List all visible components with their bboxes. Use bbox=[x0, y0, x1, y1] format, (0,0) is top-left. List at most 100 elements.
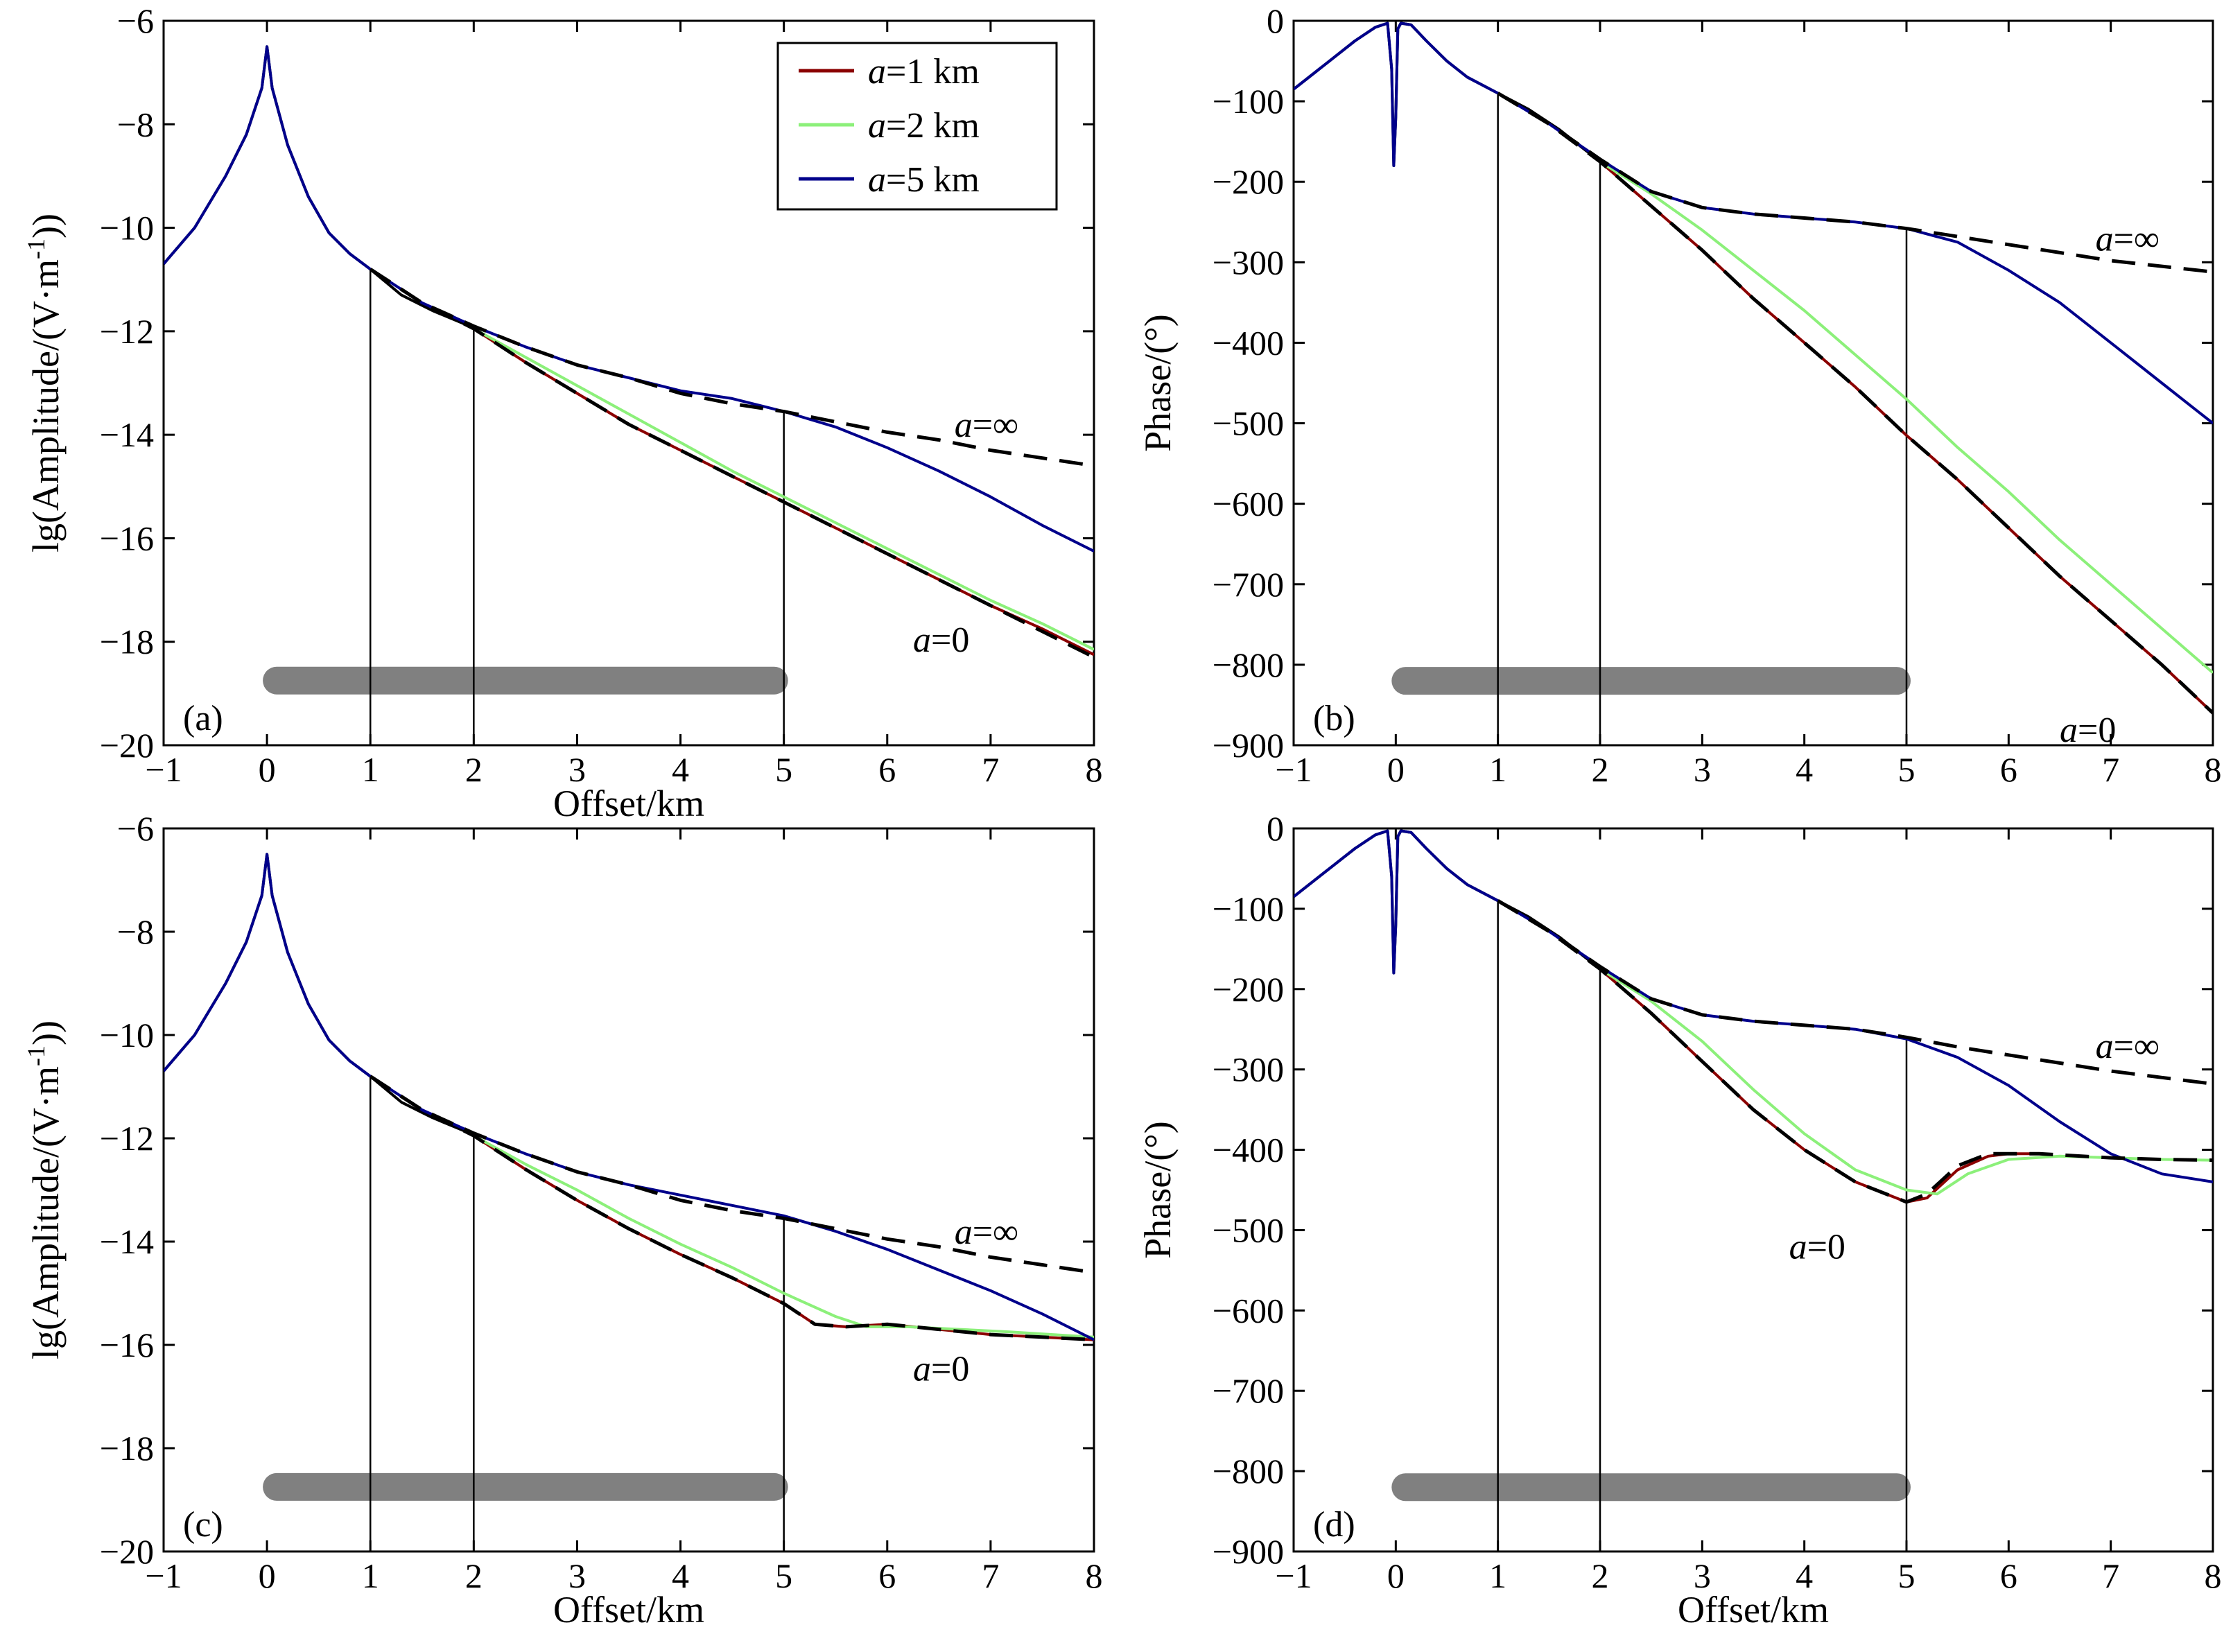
curve-annotation-rest: =∞ bbox=[973, 406, 1018, 445]
panel-label: (b) bbox=[1313, 699, 1355, 738]
x-tick-label: 4 bbox=[1796, 1556, 1813, 1595]
x-tick-label: −1 bbox=[1275, 1556, 1312, 1595]
x-tick-label: 5 bbox=[1898, 1556, 1915, 1595]
panel-c: −1 0 1 2 3 4 5 6 7 8−20−18−16−14−12−10−8−6Offset/… bbox=[22, 809, 1103, 1631]
curves bbox=[164, 853, 1094, 1342]
curve-annotation: a=0 bbox=[2060, 711, 2116, 750]
x-tick-label: 0 bbox=[1387, 750, 1405, 789]
plot-frame bbox=[1292, 827, 2214, 1553]
curves bbox=[164, 45, 1094, 659]
x-tick-label: 0 bbox=[1387, 1556, 1405, 1595]
curve-annotation: a=∞ bbox=[2096, 1027, 2160, 1066]
x-tick-label: 8 bbox=[1086, 1556, 1103, 1595]
x-tick-label: 8 bbox=[2205, 1556, 2222, 1595]
curve-annotation-var: a bbox=[2060, 711, 2078, 750]
series-line-a-5-km bbox=[1294, 829, 2213, 1183]
x-tick-label: 7 bbox=[982, 1556, 999, 1595]
x-tick-label: 4 bbox=[672, 750, 689, 789]
x-tick-label: 5 bbox=[1898, 750, 1915, 789]
legend-entry-var: a bbox=[868, 106, 886, 146]
series-line-common bbox=[1294, 21, 1601, 167]
y-tick-label: −8 bbox=[117, 912, 154, 951]
x-tick-label: 6 bbox=[2000, 750, 2017, 789]
x-tick-label: 3 bbox=[1694, 1556, 1711, 1595]
curve-annotation: a=∞ bbox=[2096, 220, 2160, 259]
y-tick-label: 0 bbox=[1267, 1, 1284, 40]
x-axis-label: Offset/km bbox=[1678, 1589, 1829, 1631]
y-tick-label: −16 bbox=[100, 1325, 154, 1364]
x-axis-label: Offset/km bbox=[553, 1589, 704, 1631]
x-tick-label: 7 bbox=[982, 750, 999, 789]
panel-b: −1 0 1 2 3 4 5 6 7 8 −900 −800 −700 −600 −500 −400 −300 −… bbox=[1137, 1, 2222, 789]
series-line-a-2-km bbox=[473, 327, 1094, 651]
series-line-a-2-km bbox=[1599, 160, 2213, 675]
panel-label: (a) bbox=[183, 699, 223, 738]
panel-label: (d) bbox=[1313, 1505, 1355, 1545]
x-tick-label: 7 bbox=[2102, 1556, 2119, 1595]
legend-entry: a=2 km bbox=[868, 106, 980, 146]
x-tick-label: −1 bbox=[145, 750, 182, 789]
x-tick-label: 8 bbox=[1086, 750, 1103, 789]
curves bbox=[1294, 21, 2213, 715]
y-axis-label-main: Phase/(°) bbox=[1137, 1121, 1179, 1259]
curves bbox=[1294, 829, 2213, 1204]
curve-annotation: a=0 bbox=[1789, 1228, 1845, 1267]
curve-annotation-var: a bbox=[955, 406, 973, 445]
x-tick-label: 8 bbox=[2205, 750, 2222, 789]
y-axis-label: Phase/(°) bbox=[1137, 1121, 1179, 1259]
x-axis-label: Offset/km bbox=[553, 783, 704, 824]
y-axis-label: Phase/(°) bbox=[1137, 314, 1179, 452]
legend-entry-rest: =2 km bbox=[886, 106, 980, 146]
x-tick-label: 1 bbox=[362, 1556, 379, 1595]
series-line-a- bbox=[1497, 92, 2213, 274]
legend-entry-var: a bbox=[868, 160, 886, 200]
y-axis-label-sup: -1 bbox=[22, 238, 50, 259]
y-tick-label: −900 bbox=[1213, 1532, 1284, 1571]
y-axis-label: lg(Amplitude/(V·m-1)) bbox=[22, 1020, 67, 1359]
y-axis-label-end: )) bbox=[25, 214, 67, 238]
x-tick-label: 3 bbox=[1694, 750, 1711, 789]
legend-entry-rest: =1 km bbox=[886, 52, 980, 92]
y-tick-label: −200 bbox=[1213, 162, 1284, 201]
y-tick-label: −600 bbox=[1213, 1291, 1284, 1330]
curve-annotation-rest: =0 bbox=[2078, 711, 2116, 750]
legend: a=1 kma=2 kma=5 km bbox=[776, 42, 1058, 211]
series-line-common bbox=[1294, 829, 1601, 975]
y-axis-label-main: Phase/(°) bbox=[1137, 314, 1179, 452]
x-tick-label: 2 bbox=[1592, 1556, 1609, 1595]
panel-label: (c) bbox=[183, 1505, 223, 1545]
y-tick-label: −300 bbox=[1213, 243, 1284, 281]
curve-annotation-rest: =∞ bbox=[2114, 1027, 2160, 1066]
curve-annotation-var: a bbox=[1789, 1228, 1807, 1267]
y-tick-label: −6 bbox=[117, 1, 154, 40]
x-tick-label: 7 bbox=[2102, 750, 2119, 789]
legend-entry: a=5 km bbox=[868, 160, 980, 200]
series-line-a-0 bbox=[1497, 92, 2213, 715]
y-tick-label: −20 bbox=[100, 1532, 154, 1571]
y-tick-label: −100 bbox=[1213, 889, 1284, 928]
x-tick-label: 2 bbox=[465, 750, 483, 789]
x-tick-label: 5 bbox=[775, 750, 792, 789]
panel-d: −1 0 1 2 3 4 5 6 7 8 −900 −800 −700 −600 −500 −400 −300 −… bbox=[1137, 809, 2222, 1631]
legend-entry-var: a bbox=[868, 52, 886, 92]
y-tick-label: −500 bbox=[1213, 404, 1284, 443]
x-tick-label: 5 bbox=[775, 1556, 792, 1595]
curve-annotation-var: a bbox=[955, 1212, 973, 1252]
x-tick-label: −1 bbox=[1275, 750, 1312, 789]
x-tick-label: 6 bbox=[878, 1556, 896, 1595]
plot-frame bbox=[1292, 19, 2214, 747]
x-tick-label: 1 bbox=[1489, 750, 1506, 789]
x-tick-label: 6 bbox=[2000, 1556, 2017, 1595]
panel-a: −1 0 1 2 3 4 5 6 7 8−20−18−16−14−12−10−8−6Offset/… bbox=[22, 1, 1103, 824]
y-tick-label: −18 bbox=[100, 623, 154, 661]
x-tick-label: 4 bbox=[672, 1556, 689, 1595]
series-line-common bbox=[164, 45, 475, 330]
plot-frame bbox=[162, 19, 1095, 747]
curve-annotation-var: a bbox=[2096, 1027, 2114, 1066]
y-tick-label: −6 bbox=[117, 809, 154, 848]
series-line-a- bbox=[369, 1075, 1094, 1275]
plot-frame bbox=[162, 827, 1095, 1553]
curve-annotation-var: a bbox=[913, 620, 931, 660]
y-tick-label: 0 bbox=[1267, 809, 1284, 848]
